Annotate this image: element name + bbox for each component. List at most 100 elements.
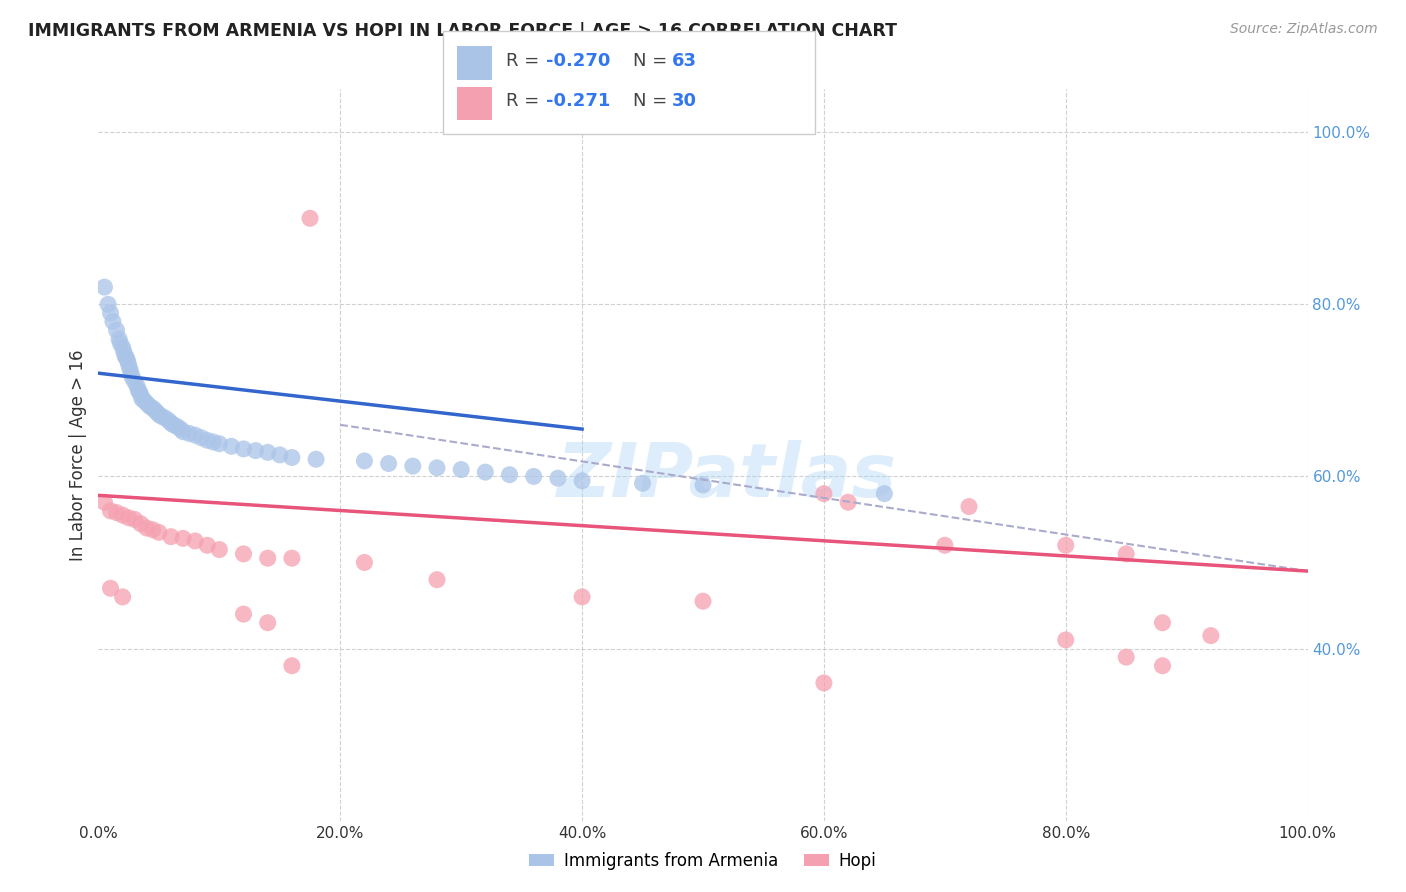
Point	[127, 384, 149, 398]
Point	[281, 551, 304, 566]
Text: N =: N =	[633, 52, 672, 70]
Point	[631, 476, 654, 491]
Point	[114, 349, 136, 363]
Point	[105, 323, 128, 337]
Point	[135, 521, 157, 535]
Point	[145, 405, 167, 419]
Point	[160, 530, 183, 544]
Point	[101, 314, 124, 328]
Point	[141, 401, 163, 415]
Point	[118, 362, 141, 376]
Y-axis label: In Labor Force | Age > 16: In Labor Force | Age > 16	[69, 349, 87, 561]
Text: ZIPatlas: ZIPatlas	[557, 441, 897, 514]
Point	[256, 445, 278, 459]
Point	[124, 375, 146, 389]
Point	[1054, 632, 1077, 647]
Point	[118, 510, 141, 524]
Point	[131, 392, 153, 406]
Point	[1054, 538, 1077, 552]
Text: 30: 30	[672, 92, 697, 110]
Point	[111, 340, 134, 354]
Point	[269, 448, 291, 462]
Point	[115, 351, 138, 365]
Point	[1115, 547, 1137, 561]
Point	[202, 435, 225, 450]
Point	[100, 504, 122, 518]
Point	[873, 486, 896, 500]
Point	[179, 426, 201, 441]
Point	[142, 523, 165, 537]
Point	[93, 495, 115, 509]
Text: -0.270: -0.270	[546, 52, 610, 70]
Point	[184, 428, 207, 442]
Point	[281, 450, 304, 465]
Point	[571, 474, 593, 488]
Point	[118, 358, 141, 372]
Point	[124, 512, 146, 526]
Point	[813, 676, 835, 690]
Point	[1152, 658, 1174, 673]
Point	[813, 486, 835, 500]
Text: R =: R =	[506, 52, 546, 70]
Text: R =: R =	[506, 92, 546, 110]
Point	[474, 465, 496, 479]
Point	[160, 416, 183, 430]
Point	[1152, 615, 1174, 630]
Point	[281, 658, 304, 673]
Point	[208, 436, 231, 450]
Point	[108, 336, 131, 351]
Point	[195, 434, 218, 448]
Point	[957, 500, 980, 514]
Point	[426, 460, 449, 475]
Point	[121, 370, 143, 384]
Point	[105, 506, 128, 520]
Point	[97, 297, 120, 311]
Point	[112, 344, 135, 359]
Point	[353, 454, 375, 468]
Point	[934, 538, 956, 552]
Point	[148, 408, 170, 422]
Point	[169, 422, 191, 436]
Point	[245, 443, 267, 458]
Text: -0.271: -0.271	[546, 92, 610, 110]
Point	[128, 385, 150, 400]
Point	[150, 409, 173, 424]
Point	[129, 516, 152, 531]
Legend: Immigrants from Armenia, Hopi: Immigrants from Armenia, Hopi	[523, 846, 883, 877]
Point	[402, 459, 425, 474]
Point	[547, 471, 569, 485]
Point	[100, 582, 122, 596]
Point	[450, 462, 472, 476]
Point	[256, 551, 278, 566]
Point	[111, 508, 134, 523]
Point	[523, 469, 546, 483]
Point	[129, 387, 152, 401]
Point	[108, 332, 131, 346]
Point	[184, 533, 207, 548]
Text: IMMIGRANTS FROM ARMENIA VS HOPI IN LABOR FORCE | AGE > 16 CORRELATION CHART: IMMIGRANTS FROM ARMENIA VS HOPI IN LABOR…	[28, 22, 897, 40]
Point	[232, 547, 254, 561]
Point	[299, 211, 322, 226]
Point	[256, 615, 278, 630]
Point	[221, 439, 243, 453]
Point	[166, 419, 188, 434]
Point	[148, 525, 170, 540]
Point	[426, 573, 449, 587]
Point	[232, 442, 254, 456]
Text: Source: ZipAtlas.com: Source: ZipAtlas.com	[1230, 22, 1378, 37]
Point	[232, 607, 254, 621]
Point	[117, 353, 139, 368]
Point	[111, 590, 134, 604]
Point	[305, 452, 328, 467]
Point	[162, 417, 184, 432]
Point	[1115, 650, 1137, 665]
Point	[353, 556, 375, 570]
Point	[143, 402, 166, 417]
Point	[498, 467, 520, 482]
Point	[100, 306, 122, 320]
Point	[172, 532, 194, 546]
Point	[153, 411, 176, 425]
Point	[571, 590, 593, 604]
Point	[157, 413, 180, 427]
Point	[377, 457, 399, 471]
